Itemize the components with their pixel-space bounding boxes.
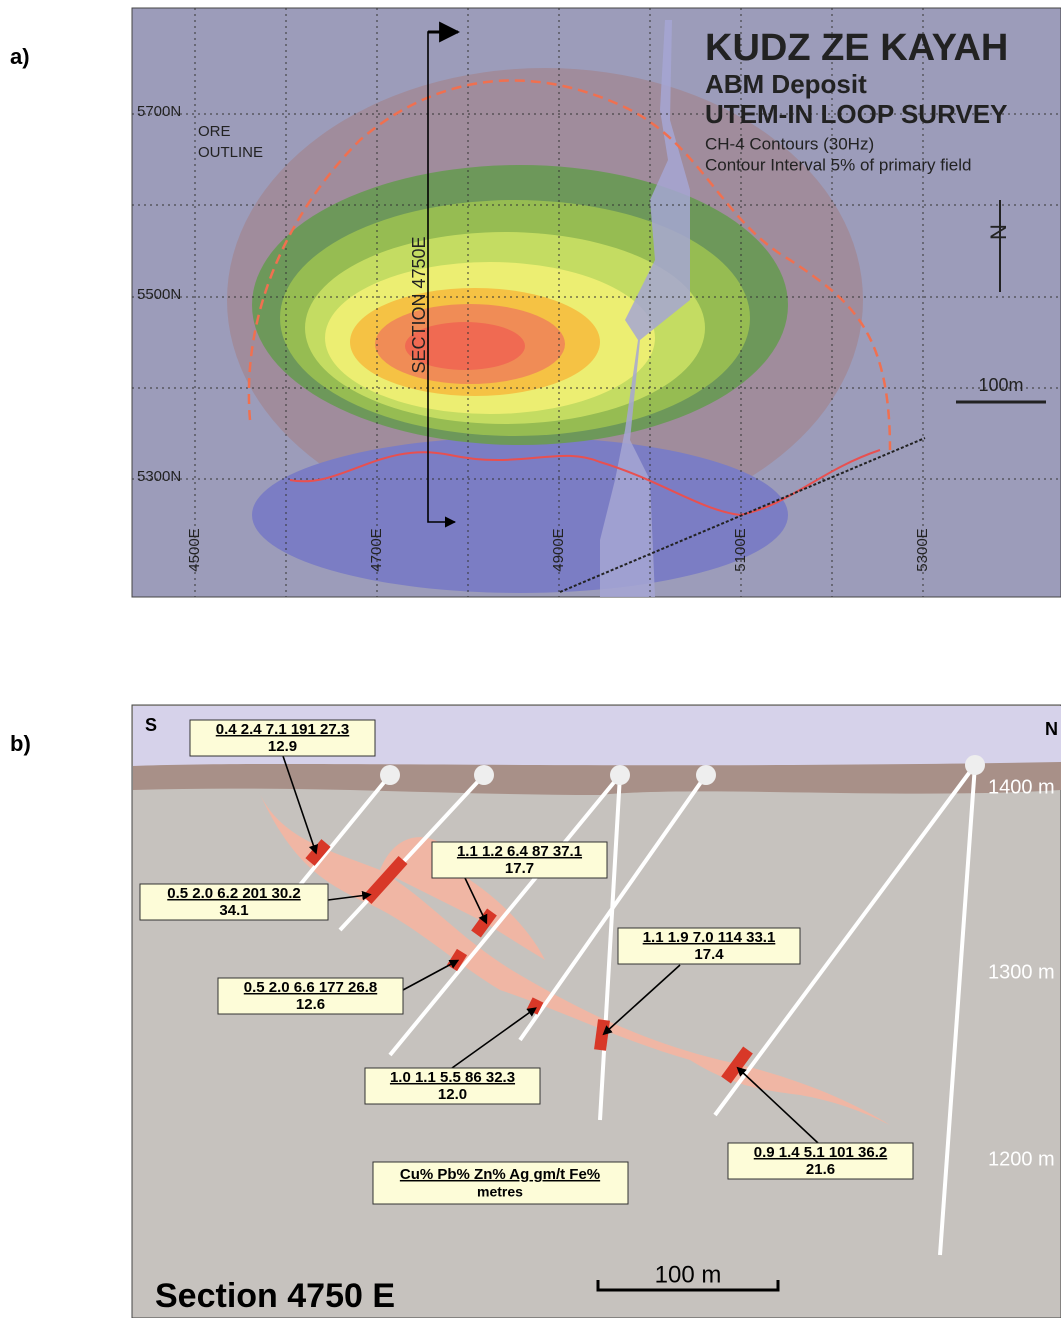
northing-label: 5700N — [137, 103, 181, 120]
intercept-grades: 1.1 1.9 7.0 114 33.1 — [643, 929, 776, 946]
intercept-box — [431, 841, 608, 879]
intercept-metres: 34.1 — [219, 902, 248, 919]
subtitle: UTEM-IN LOOP SURVEY — [705, 99, 1007, 129]
collars — [380, 755, 985, 785]
legend-grades: Cu% Pb% Zn% Ag gm/t Fe% — [400, 1166, 600, 1183]
drill-hole — [298, 763, 977, 1256]
intercept-metres: 12.6 — [296, 996, 325, 1013]
callouts — [282, 755, 819, 1144]
contour — [252, 437, 788, 593]
intercept-box — [727, 1142, 914, 1180]
easting-label: 4700E — [368, 528, 385, 571]
direction: S — [145, 715, 157, 735]
ore-outline-label: OUTLINE — [198, 144, 263, 161]
intercept-grades: 0.4 2.4 7.1 191 27.3 — [216, 721, 349, 738]
intercept-box — [139, 883, 329, 921]
intercept-metres: 12.0 — [438, 1086, 467, 1103]
easting-label: 4900E — [550, 528, 567, 571]
note: Contour Interval 5% of primary field — [705, 155, 971, 174]
intercept-metres: 17.4 — [694, 946, 724, 963]
section-title: Section 4750 E — [155, 1277, 395, 1315]
easting-label: 5300E — [914, 528, 931, 571]
overburden — [133, 762, 1061, 795]
north-label: N — [986, 224, 1011, 240]
intercept-grades: 0.9 1.4 5.1 101 36.2 — [754, 1144, 887, 1161]
intercept-box — [617, 927, 801, 965]
legend-metres: metres — [477, 1184, 523, 1200]
road — [559, 437, 926, 593]
section-label: SECTION 4750E — [409, 236, 429, 373]
ore-body — [380, 837, 545, 960]
scale-label: 100 m — [655, 1261, 722, 1288]
scale-label: 100m — [978, 375, 1023, 395]
contour — [405, 322, 525, 370]
grid — [132, 8, 1061, 597]
ore-outline — [289, 449, 881, 517]
intercept-grades: 0.5 2.0 6.6 177 26.8 — [244, 979, 377, 996]
intercept-box — [217, 977, 404, 1015]
easting-label: 4500E — [186, 528, 203, 571]
subtitle: ABM Deposit — [705, 69, 867, 99]
intercept-grades: 0.5 2.0 6.2 201 30.2 — [167, 885, 300, 902]
direction: N — [1045, 719, 1058, 739]
intercept-metres: 17.7 — [505, 860, 534, 877]
ore-outline-label: ORE — [198, 123, 231, 140]
northing-label: 5500N — [137, 286, 181, 303]
intercept-grades: 1.1 1.2 6.4 87 37.1 — [457, 843, 582, 860]
intercept-metres: 12.9 — [268, 738, 297, 755]
map-title: KUDZ ZE KAYAH — [705, 27, 1008, 69]
intercept-grades: 1.0 1.1 5.5 86 32.3 — [390, 1069, 515, 1086]
northing-label: 5300N — [137, 468, 181, 485]
elevation: 1400 m — [988, 776, 1055, 798]
scale-bar — [596, 1280, 780, 1292]
easting-label: 5100E — [732, 528, 749, 571]
panel-a: a) SECTION 4750E ORE OUTLINE KUDZ ZE K — [10, 7, 1061, 598]
elevation: 1200 m — [988, 1148, 1055, 1170]
note: CH-4 Contours (30Hz) — [705, 134, 874, 153]
ore-outline — [247, 79, 892, 451]
panel-label: b) — [10, 731, 31, 756]
panel-b: b) S N 1400 m 1300 m 1200 m Cu% Pb% Zn% … — [10, 704, 1061, 1318]
legend-box — [372, 1161, 629, 1205]
intercept-metres: 21.6 — [806, 1161, 835, 1178]
intercept-box — [189, 719, 376, 757]
intercept-box — [364, 1067, 541, 1105]
elevation: 1300 m — [988, 961, 1055, 983]
panel-label: a) — [10, 44, 30, 69]
creek — [600, 20, 690, 597]
